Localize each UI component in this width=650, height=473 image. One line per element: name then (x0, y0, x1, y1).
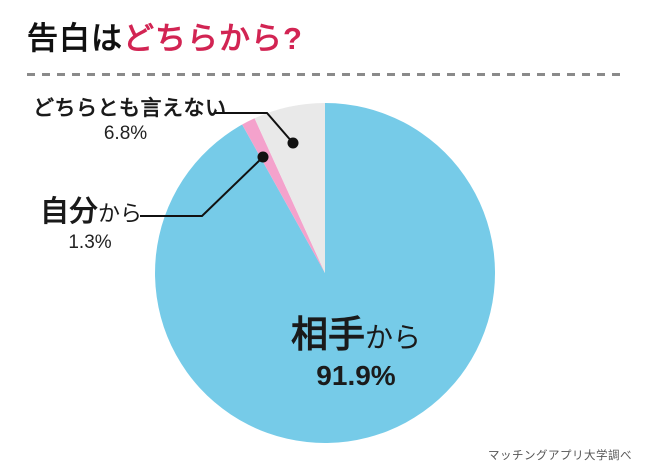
pie-slice-neither (254, 103, 325, 273)
pie-slice-partner (155, 103, 496, 444)
callout-neither: どちらとも言えない 6.8% (33, 97, 227, 145)
slice-label-neither: どちらとも言えない (33, 97, 227, 120)
slice-label-self: 自分から (40, 196, 143, 228)
slice-label-partner: 相手から (290, 314, 421, 355)
title-prefix: 告白は (27, 21, 123, 56)
callout-self: 自分から 1.3% (40, 196, 143, 254)
leader-line-neither (214, 112, 294, 144)
slice-pct-neither: 6.8% (103, 123, 148, 145)
slice-pct-self: 1.3% (68, 232, 112, 254)
source-credit: マッチングアプリ大学調べ (488, 450, 632, 462)
title-accent: どちらから? (123, 21, 303, 56)
page-title: 告白はどちらから? (27, 21, 303, 56)
leader-dot-self (257, 151, 269, 163)
leader-dot-neither (287, 137, 299, 149)
slice-pct-partner: 91.9% (316, 359, 396, 391)
callout-partner: 相手から 91.9% (246, 314, 466, 392)
leader-line-self (140, 156, 264, 217)
dashed-divider (27, 73, 622, 76)
